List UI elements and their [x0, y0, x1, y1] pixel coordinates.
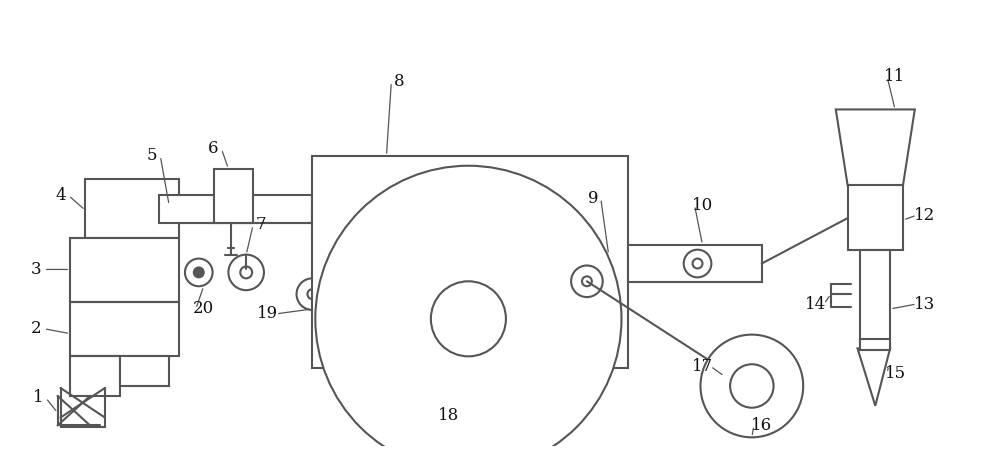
Text: 10: 10: [692, 197, 713, 214]
Bar: [628, 245, 762, 282]
Text: 5: 5: [147, 147, 158, 164]
Circle shape: [297, 278, 328, 310]
Circle shape: [684, 250, 711, 277]
Bar: [85, 179, 179, 238]
Text: 15: 15: [884, 365, 906, 382]
Bar: [120, 357, 169, 386]
Text: 9: 9: [588, 190, 598, 207]
Polygon shape: [836, 110, 915, 185]
Text: 2: 2: [31, 320, 41, 337]
Text: 18: 18: [438, 407, 459, 424]
Text: 12: 12: [914, 207, 935, 224]
Circle shape: [315, 166, 621, 449]
Bar: [860, 250, 890, 348]
Circle shape: [240, 266, 252, 278]
Circle shape: [228, 255, 264, 290]
Text: 19: 19: [257, 305, 278, 322]
Bar: [159, 195, 312, 223]
Text: 7: 7: [256, 216, 266, 233]
Circle shape: [700, 335, 803, 437]
Circle shape: [693, 259, 702, 269]
Text: 17: 17: [692, 358, 713, 375]
Polygon shape: [858, 348, 890, 406]
Circle shape: [582, 276, 592, 286]
Bar: [214, 169, 253, 223]
Circle shape: [431, 281, 506, 357]
Bar: [70, 238, 179, 302]
Text: 20: 20: [193, 300, 214, 317]
Circle shape: [185, 259, 213, 286]
Text: 14: 14: [805, 295, 827, 313]
Text: 1: 1: [32, 389, 43, 406]
Text: 4: 4: [55, 187, 66, 204]
Text: 6: 6: [208, 141, 219, 158]
Text: 16: 16: [751, 417, 772, 434]
Circle shape: [307, 289, 317, 299]
Circle shape: [730, 364, 774, 408]
Circle shape: [571, 265, 603, 297]
Bar: [70, 302, 179, 357]
Text: 11: 11: [884, 68, 906, 85]
Text: 8: 8: [394, 73, 405, 90]
Bar: [70, 357, 120, 396]
Bar: [848, 185, 903, 250]
Bar: [312, 156, 628, 368]
Text: 3: 3: [31, 261, 41, 278]
Text: 13: 13: [914, 295, 935, 313]
Circle shape: [194, 268, 204, 277]
Bar: [860, 339, 890, 350]
